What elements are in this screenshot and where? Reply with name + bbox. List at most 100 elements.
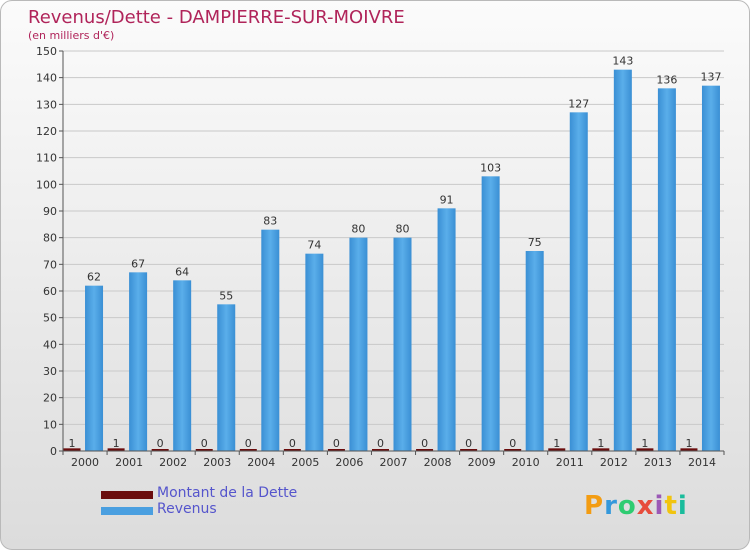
- x-tick-label: 2011: [556, 456, 584, 469]
- debt-label: 0: [465, 437, 472, 450]
- revenue-bar: [261, 229, 280, 451]
- logo-letter: r: [604, 491, 618, 521]
- logo-letter: x: [636, 491, 655, 521]
- revenue-label: 80: [351, 223, 365, 236]
- logo-letter: t: [664, 491, 678, 521]
- x-tick-label: 2002: [159, 456, 187, 469]
- debt-bar: [151, 449, 169, 451]
- y-tick-label: 150: [36, 45, 57, 58]
- data-labels: 62 1 67 1 64 0 55 0 83 0 74 0 80 0 80 0 91 0 103 0 75 0 127 1 14…: [69, 55, 722, 450]
- revenue-label: 137: [700, 71, 721, 84]
- revenue-bar: [569, 112, 588, 451]
- debt-bar: [592, 448, 610, 451]
- revenue-label: 83: [263, 215, 277, 228]
- revenue-label: 67: [131, 257, 145, 270]
- revenue-label: 75: [528, 236, 542, 249]
- revenue-bar: [657, 88, 676, 451]
- revenue-bar: [173, 280, 192, 451]
- debt-label: 0: [377, 437, 384, 450]
- y-tick-label: 120: [36, 125, 57, 138]
- revenue-bar: [701, 85, 720, 452]
- debt-label: 0: [421, 437, 428, 450]
- debt-bar: [548, 448, 566, 451]
- revenue-bar: [349, 237, 368, 451]
- y-tick-label: 40: [43, 338, 57, 351]
- axes: 0102030405060708090100110120130140150200…: [36, 45, 725, 469]
- x-tick-label: 2012: [600, 456, 628, 469]
- x-tick-label: 2001: [115, 456, 143, 469]
- x-tick-label: 2000: [71, 456, 99, 469]
- logo-letter: P: [584, 491, 605, 521]
- debt-label: 1: [597, 437, 604, 450]
- x-tick-label: 2004: [247, 456, 275, 469]
- debt-bar: [239, 449, 257, 451]
- x-tick-label: 2005: [291, 456, 319, 469]
- debt-label: 1: [685, 437, 692, 450]
- revenue-label: 136: [656, 73, 677, 86]
- debt-bar: [283, 449, 301, 451]
- revenue-label: 64: [175, 265, 189, 278]
- revenue-bar: [305, 253, 324, 451]
- debt-label: 0: [509, 437, 516, 450]
- revenue-bar: [85, 285, 104, 451]
- revenue-bar: [217, 304, 236, 451]
- legend-swatch-revenus: [101, 507, 153, 515]
- x-tick-label: 2013: [644, 456, 672, 469]
- y-tick-label: 140: [36, 72, 57, 85]
- revenue-bar: [437, 208, 456, 451]
- bars: [63, 69, 720, 452]
- proxiti-logo: Proxiti: [584, 491, 688, 521]
- debt-label: 1: [69, 437, 76, 450]
- debt-bar: [504, 449, 522, 451]
- debt-bar: [680, 448, 698, 451]
- revenue-bar: [129, 272, 148, 451]
- debt-bar: [636, 448, 654, 451]
- x-tick-label: 2009: [468, 456, 496, 469]
- debt-label: 0: [289, 437, 296, 450]
- revenue-label: 62: [87, 271, 101, 284]
- debt-bar: [107, 448, 125, 451]
- y-tick-label: 60: [43, 285, 57, 298]
- debt-label: 0: [245, 437, 252, 450]
- legend-swatch-dette: [101, 491, 153, 499]
- y-tick-label: 0: [50, 445, 57, 458]
- y-tick-label: 70: [43, 258, 57, 271]
- revenue-bar: [525, 251, 544, 451]
- revenue-bar: [481, 176, 500, 452]
- debt-bar: [460, 449, 478, 451]
- chart-title: Revenus/Dette - DAMPIERRE-SUR-MOIVRE: [28, 7, 405, 28]
- revenue-label: 80: [396, 223, 410, 236]
- revenue-label: 103: [480, 161, 501, 174]
- debt-bar: [372, 449, 389, 451]
- x-tick-label: 2006: [335, 456, 363, 469]
- y-tick-label: 100: [36, 178, 57, 191]
- y-tick-label: 130: [36, 98, 57, 111]
- debt-label: 0: [157, 437, 164, 450]
- x-tick-label: 2010: [512, 456, 540, 469]
- x-tick-label: 2007: [380, 456, 408, 469]
- y-tick-label: 30: [43, 365, 57, 378]
- y-tick-label: 80: [43, 232, 57, 245]
- debt-bar: [63, 448, 81, 451]
- logo-letter: i: [677, 491, 688, 521]
- x-tick-label: 2014: [688, 456, 716, 469]
- y-tick-label: 90: [43, 205, 57, 218]
- revenue-label: 127: [568, 97, 589, 110]
- y-tick-label: 10: [43, 418, 57, 431]
- revenue-bar: [393, 237, 412, 451]
- debt-bar: [416, 449, 434, 451]
- revenue-bar: [613, 69, 632, 452]
- y-tick-label: 50: [43, 312, 57, 325]
- revenue-label: 91: [440, 193, 454, 206]
- revenue-label: 55: [219, 289, 233, 302]
- x-tick-label: 2003: [203, 456, 231, 469]
- debt-bar: [195, 449, 213, 451]
- debt-label: 0: [333, 437, 340, 450]
- legend-label-revenus: Revenus: [157, 501, 217, 517]
- logo-letter: o: [617, 491, 637, 521]
- logo-letter: i: [654, 491, 665, 521]
- chart-subtitle: (en milliers d'€): [28, 29, 115, 42]
- debt-label: 0: [201, 437, 208, 450]
